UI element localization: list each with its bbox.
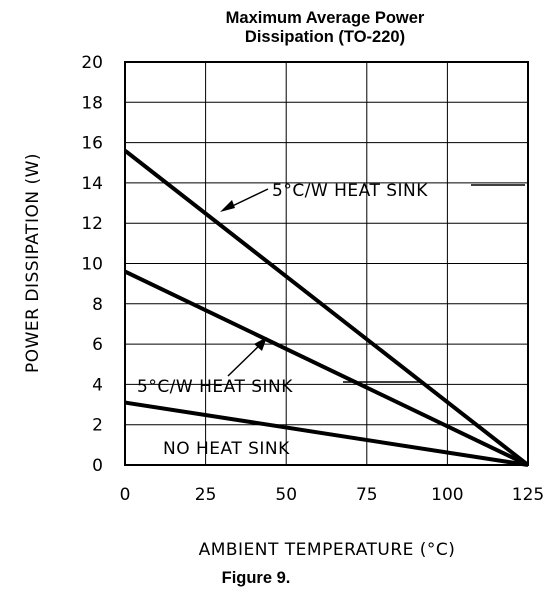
y-tick-label-10: 10: [81, 255, 103, 275]
y-tick-label-14: 14: [81, 174, 103, 194]
x-tick-label-75: 75: [356, 485, 378, 505]
y-tick-label-12: 12: [81, 214, 103, 234]
y-tick-label-20: 20: [81, 53, 103, 73]
y-tick-label-2: 2: [92, 416, 103, 436]
annotation-1-arrowhead: [220, 200, 235, 212]
y-tick-label-0: 0: [92, 456, 103, 476]
y-tick-labels: 0 2 4 6 8 10 12 14 16 18 20: [81, 53, 103, 476]
chart-title-line1: Maximum Average Power: [226, 9, 425, 27]
x-axis-label: AMBIENT TEMPERATURE (°C): [199, 540, 456, 560]
y-tick-label-8: 8: [92, 295, 103, 315]
series-annotations: 5°C/W HEAT SINK 5°C/W HEAT SINK NO HEAT SI…: [137, 181, 525, 459]
x-tick-labels: 0 25 50 75 100 125: [120, 485, 545, 505]
y-tick-label-6: 6: [92, 335, 103, 355]
series-annotation-3: NO HEAT SINK: [163, 439, 290, 459]
x-tick-label-50: 50: [275, 485, 297, 505]
y-tick-label-18: 18: [81, 93, 103, 113]
x-tick-label-100: 100: [431, 485, 463, 505]
y-axis-label: POWER DISSIPATION (W): [23, 153, 43, 373]
series-annotation-2: 5°C/W HEAT SINK: [137, 377, 293, 397]
x-tick-label-125: 125: [512, 485, 544, 505]
series-line-1: [123, 149, 530, 467]
figure-caption: Figure 9.: [222, 569, 291, 587]
y-tick-label-16: 16: [81, 134, 103, 154]
x-tick-label-25: 25: [195, 485, 217, 505]
series-line-3: [124, 400, 529, 467]
y-tick-label-4: 4: [92, 375, 103, 395]
grid: [125, 62, 528, 465]
series-annotation-1: 5°C/W HEAT SINK: [272, 181, 428, 201]
plot-frame: [124, 61, 529, 466]
annotation-2-arrowhead: [254, 337, 267, 351]
x-tick-label-0: 0: [120, 485, 131, 505]
series-line-2: [124, 269, 529, 467]
series-lines: [123, 149, 530, 467]
chart-title-line2: Dissipation (TO-220): [245, 28, 405, 46]
